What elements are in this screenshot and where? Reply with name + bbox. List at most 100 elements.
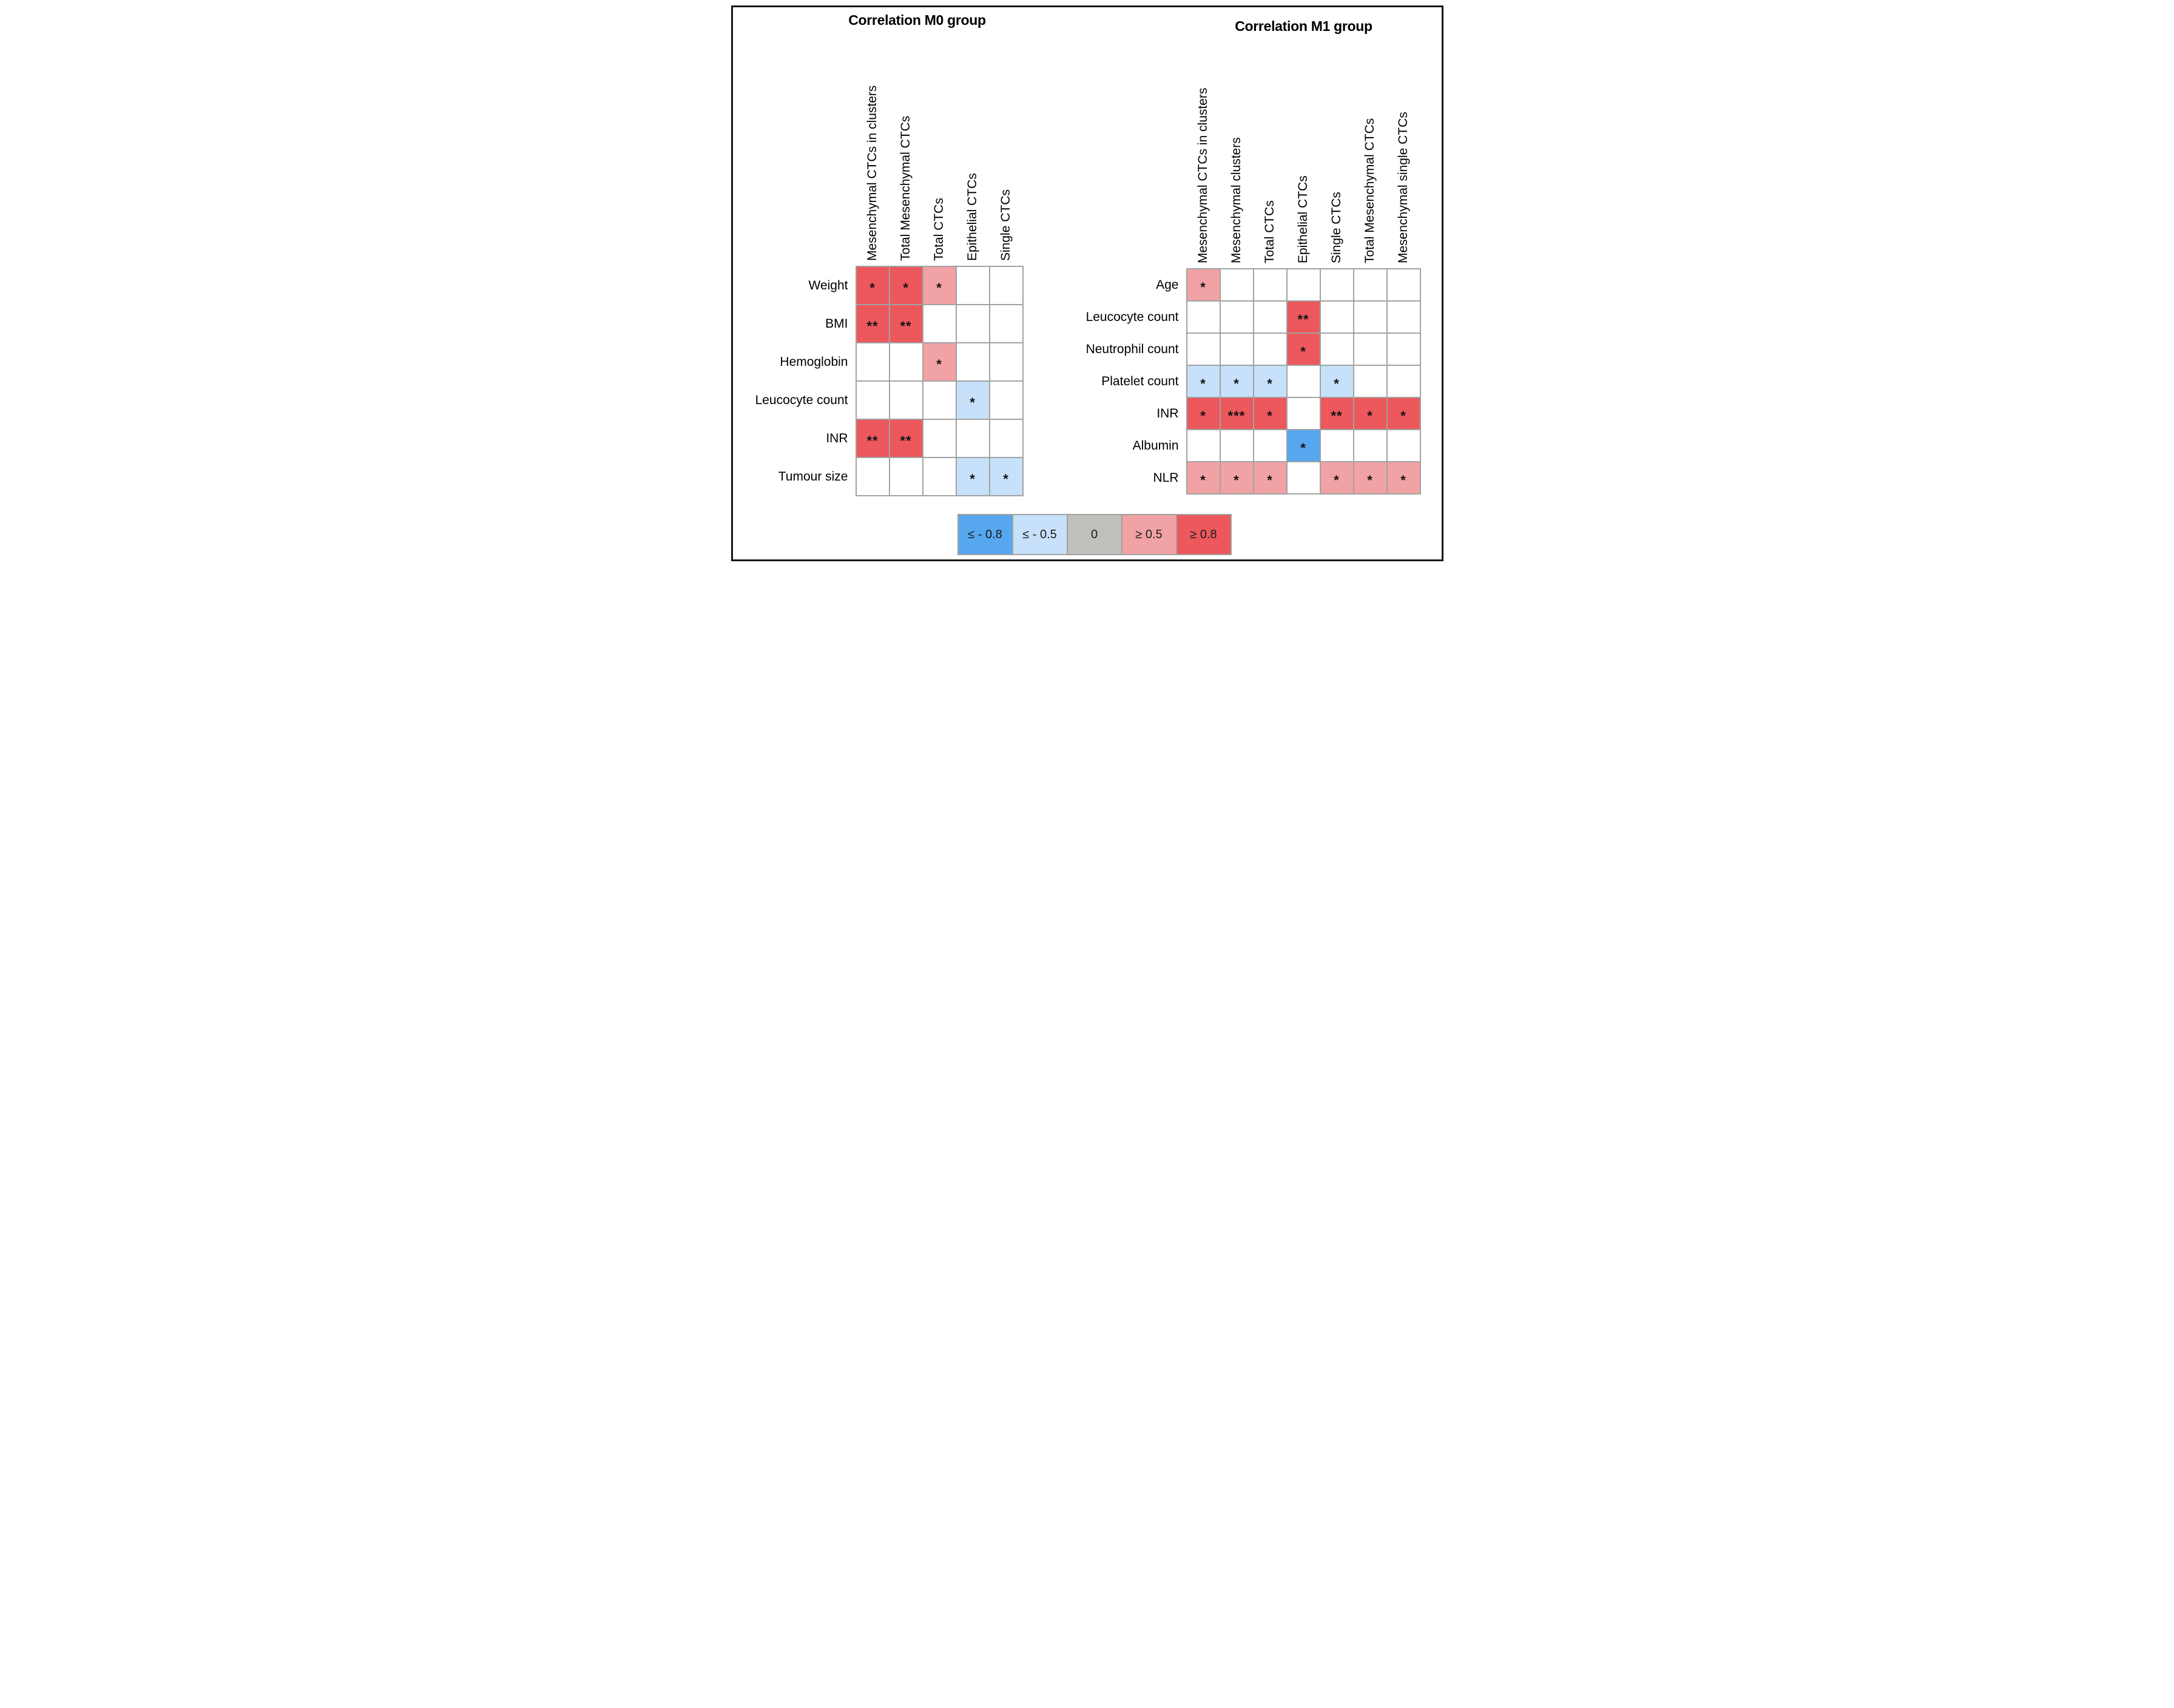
significance-stars: ** xyxy=(1297,311,1309,327)
heatmap-cell: * xyxy=(923,267,956,304)
significance-stars: * xyxy=(936,280,942,295)
significance-stars: * xyxy=(1200,408,1206,424)
heatmap-cell: ** xyxy=(856,305,889,342)
heatmap-cell xyxy=(856,458,889,495)
heatmap-grid: * * * ** ** * * ** ** * * xyxy=(855,266,1024,496)
legend-cell: 0 xyxy=(1067,515,1121,554)
heatmap-cell: * xyxy=(1354,398,1386,429)
heatmap-cell: ** xyxy=(856,420,889,457)
significance-stars: * xyxy=(1234,472,1240,488)
heatmap-cell xyxy=(1287,398,1320,429)
heatmap-cell: * xyxy=(956,458,989,495)
heatmap-cell xyxy=(890,382,922,419)
heatmap-cell xyxy=(923,305,956,342)
heatmap-cell xyxy=(990,382,1022,419)
significance-stars: * xyxy=(1267,408,1273,424)
heatmap-cell: ** xyxy=(1287,302,1320,332)
legend: ≤ - 0.8 ≤ - 0.5 0 ≥ 0.5 ≥ 0.8 xyxy=(957,514,1232,555)
heatmap-cell xyxy=(956,267,989,304)
legend-cell: ≤ - 0.8 xyxy=(958,515,1012,554)
heatmap-cell xyxy=(1187,430,1220,461)
significance-stars: * xyxy=(1400,472,1406,488)
heatmap-grid: * ** * * * * * * *** * ** * * * * * * * * * xyxy=(1186,268,1421,495)
heatmap-cell: ** xyxy=(890,420,922,457)
heatmap-cell xyxy=(1254,430,1286,461)
heatmap-cell xyxy=(1320,302,1353,332)
heatmap-cell: * xyxy=(856,267,889,304)
heatmap-cell xyxy=(1187,334,1220,365)
heatmap-cell: * xyxy=(923,343,956,380)
significance-stars: * xyxy=(970,471,976,487)
heatmap-cell xyxy=(1254,269,1286,300)
legend-label: ≥ 0.5 xyxy=(1135,527,1163,541)
heatmap-cell: * xyxy=(990,458,1022,495)
significance-stars: * xyxy=(1200,279,1206,295)
heatmap-cell xyxy=(1387,430,1420,461)
significance-stars: * xyxy=(1334,376,1340,391)
heatmap-cell xyxy=(1220,430,1253,461)
heatmap-cell: ** xyxy=(1320,398,1353,429)
legend-label: 0 xyxy=(1090,527,1098,541)
heatmap-cell xyxy=(990,305,1022,342)
significance-stars: * xyxy=(1234,376,1240,391)
heatmap-cell xyxy=(923,458,956,495)
heatmap-cell xyxy=(1354,269,1386,300)
significance-stars: * xyxy=(869,280,876,295)
panel-title-m1: Correlation M1 group xyxy=(1235,18,1372,34)
significance-stars: * xyxy=(1334,472,1340,488)
legend-cell: ≥ 0.5 xyxy=(1122,515,1176,554)
heatmap-cell: * xyxy=(956,382,989,419)
heatmap-cell xyxy=(1287,462,1320,493)
significance-stars: ** xyxy=(1331,408,1343,424)
heatmap-cell xyxy=(856,382,889,419)
column-label: Single CTCs xyxy=(1329,192,1343,263)
heatmap-cell xyxy=(1320,430,1353,461)
significance-stars: * xyxy=(1267,376,1273,391)
significance-stars: * xyxy=(936,356,942,372)
heatmap-cell xyxy=(1320,334,1353,365)
heatmap-cell xyxy=(856,343,889,380)
significance-stars: * xyxy=(1200,472,1206,488)
heatmap-cell xyxy=(956,343,989,380)
heatmap-cell xyxy=(990,343,1022,380)
significance-stars: * xyxy=(1003,471,1009,487)
column-label: Mesenchymal clusters xyxy=(1229,137,1243,263)
heatmap-panel-m1: * ** * * * * * * *** * ** * * * * * * * * * Mesenchymal CTCs… xyxy=(725,0,1450,569)
row-label: Hemoglobin xyxy=(780,354,848,369)
heatmap-cell xyxy=(1387,366,1420,397)
heatmap-cell xyxy=(1287,269,1320,300)
row-label: NLR xyxy=(1153,470,1179,485)
heatmap-cell: * xyxy=(1187,269,1220,300)
heatmap-cell: *** xyxy=(1220,398,1253,429)
legend-cell: ≤ - 0.5 xyxy=(1013,515,1067,554)
significance-stars: * xyxy=(1200,376,1206,391)
significance-stars: * xyxy=(1367,472,1373,488)
row-label: Platelet count xyxy=(1101,374,1179,388)
significance-stars: *** xyxy=(1227,408,1246,424)
row-label: Albumin xyxy=(1132,438,1179,453)
heatmap-cell xyxy=(1187,302,1220,332)
column-label: Total CTCs xyxy=(1263,200,1277,263)
heatmap-cell: * xyxy=(1220,366,1253,397)
heatmap-cell xyxy=(890,458,922,495)
heatmap-cell xyxy=(1354,366,1386,397)
significance-stars: * xyxy=(1300,343,1306,359)
significance-stars: * xyxy=(1267,472,1273,488)
legend-label: ≤ - 0.5 xyxy=(1022,527,1057,541)
legend-label: ≥ 0.8 xyxy=(1190,527,1217,541)
heatmap-cell xyxy=(956,420,989,457)
heatmap-cell xyxy=(956,305,989,342)
heatmap-cell xyxy=(1220,334,1253,365)
heatmap-cell: * xyxy=(1187,462,1220,493)
significance-stars: * xyxy=(1300,440,1306,456)
heatmap-cell xyxy=(890,343,922,380)
row-label: INR xyxy=(826,431,848,445)
heatmap-cell xyxy=(1387,334,1420,365)
figure-border xyxy=(731,5,1443,561)
heatmap-cell: * xyxy=(1354,462,1386,493)
correlation-figure: Correlation M0 group Correlation M1 grou… xyxy=(724,0,1450,569)
legend-cell: ≥ 0.8 xyxy=(1176,515,1230,554)
row-label: Weight xyxy=(808,278,848,292)
significance-stars: ** xyxy=(900,318,912,334)
heatmap-cell xyxy=(1220,269,1253,300)
